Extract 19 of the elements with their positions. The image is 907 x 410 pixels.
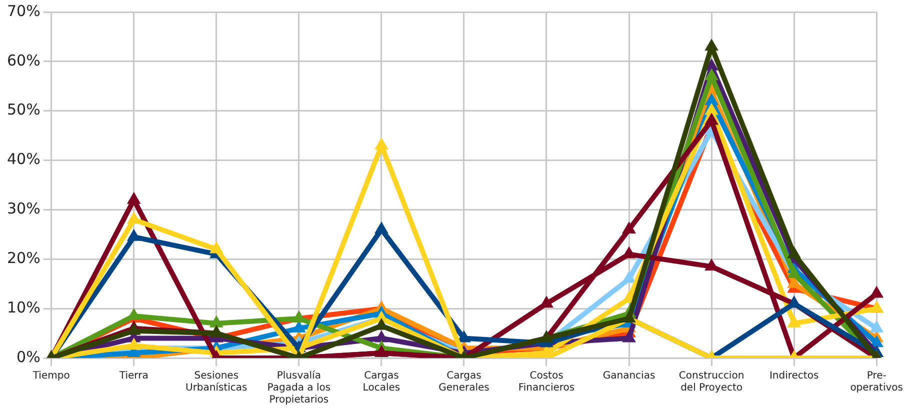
x-tick-label: Plusvalía Pagada a los Propietarios	[267, 370, 331, 406]
x-tick-label: Indirectos	[769, 370, 819, 382]
y-tick-label: 50%	[6, 100, 40, 119]
x-tick-label: Pre-operativos	[850, 370, 904, 394]
x-tick-label: Construccion del Proyecto	[678, 370, 744, 394]
x-tick-label: Sesiones Urbanísticas	[186, 370, 248, 394]
x-tick-label: Cargas Locales	[362, 370, 400, 394]
y-tick-label: 30%	[6, 200, 40, 218]
x-tick-label: Tierra	[118, 370, 148, 382]
y-tick-label: 60%	[6, 51, 40, 70]
y-tick-label: 0%	[16, 348, 40, 366]
y-tick-label: 70%	[6, 2, 40, 20]
x-tick-label: Tiempo	[32, 370, 70, 382]
x-tick-label: Costos Financieros	[518, 370, 575, 394]
y-tick-label: 40%	[6, 150, 40, 168]
y-tick-label: 20%	[6, 249, 40, 268]
x-tick-label: Cargas Generales	[438, 370, 490, 394]
x-tick-label: Ganancias	[602, 370, 656, 382]
y-tick-label: 10%	[6, 298, 40, 316]
